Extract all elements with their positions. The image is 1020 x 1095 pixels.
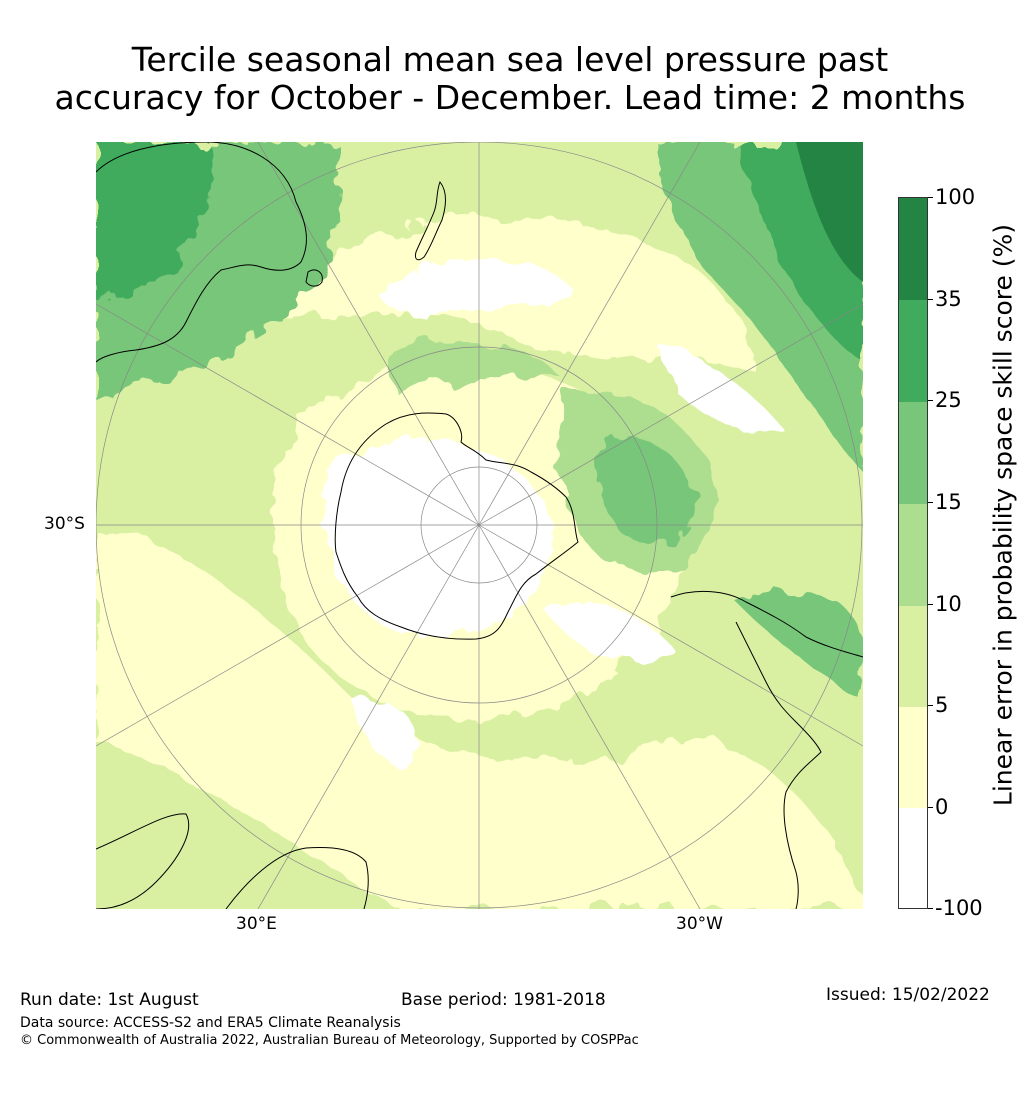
field-white-east	[656, 342, 786, 435]
colorbar-tick-mark	[928, 604, 933, 605]
lat-label-30s: 30°S	[44, 514, 85, 534]
field-green-se	[736, 590, 863, 702]
coast-australia	[96, 142, 307, 363]
colorbar-tick-label: 10	[935, 592, 962, 616]
lon-label-30e: 30°E	[236, 914, 277, 934]
coast-antarctica	[334, 412, 579, 640]
field-white-south	[356, 700, 418, 764]
coast-southamerica	[670, 590, 863, 909]
coastlines	[96, 142, 863, 909]
colorbar-tick-label: 25	[935, 388, 962, 412]
colorbar-bin-25-35	[899, 300, 927, 402]
data-source: Data source: ACCESS-S2 and ERA5 Climate …	[20, 1015, 401, 1031]
colorbar-tick-label: -100	[935, 896, 983, 920]
colorbar-bin-neg	[899, 808, 927, 908]
colorbar-tick-mark	[928, 502, 933, 503]
field-yellow-south	[96, 531, 863, 909]
field-green-blob-core	[597, 431, 695, 544]
base-period: Base period: 1981-2018	[401, 990, 606, 1010]
map-title-line1: Tercile seasonal mean sea level pressure…	[131, 40, 889, 79]
field-verydark-ne	[796, 142, 863, 282]
colorbar-tick-mark	[928, 400, 933, 401]
colorbar-tick-label: 35	[935, 287, 962, 311]
graticule	[96, 142, 863, 909]
colorbar-bin-35-100	[899, 198, 927, 300]
colorbar-bin-5-10	[899, 606, 927, 707]
lon-label-30w: 30°W	[676, 914, 723, 934]
colorbar-bin-0-5	[899, 707, 927, 808]
colorbar-tick-label: 100	[935, 185, 976, 209]
run-date: Run date: 1st August	[20, 990, 199, 1010]
colorbar-bin-10-15	[899, 504, 927, 606]
coast-tasmania	[305, 269, 323, 287]
colorbar-tick-mark	[928, 908, 933, 909]
colorbar-label: Linear error in probability space skill …	[988, 223, 1018, 807]
field-white-north	[376, 258, 576, 314]
polar-map-svg	[96, 142, 863, 909]
coast-africa	[96, 813, 369, 909]
colorbar-tick-label: 0	[935, 795, 949, 819]
colorbar-tick-label: 15	[935, 490, 962, 514]
colorbar-tick-mark	[928, 197, 933, 198]
map-title-line2: accuracy for October - December. Lead ti…	[54, 78, 966, 117]
coast-newzealand	[415, 181, 446, 261]
copyright: © Commonwealth of Australia 2022, Austra…	[20, 1033, 639, 1048]
field-white-se	[546, 604, 676, 662]
field-darkgreen-nw	[96, 142, 213, 302]
polar-map	[96, 142, 863, 909]
colorbar-tick-mark	[928, 807, 933, 808]
colorbar-tick-label: 5	[935, 693, 949, 717]
field-white-antarctica	[324, 441, 553, 635]
colorbar-tick-mark	[928, 299, 933, 300]
issued-date: Issued: 15/02/2022	[826, 985, 990, 1005]
colorbar-bin-15-25	[899, 402, 927, 504]
colorbar-tick-mark	[928, 705, 933, 706]
colorbar	[898, 197, 928, 909]
